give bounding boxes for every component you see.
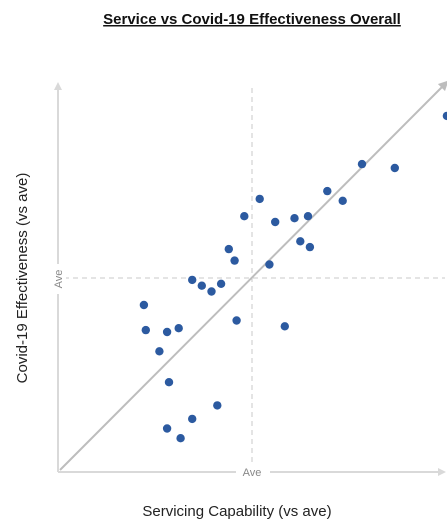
data-point xyxy=(213,401,222,410)
data-point xyxy=(280,322,289,331)
data-point xyxy=(442,111,447,121)
data-point xyxy=(174,324,183,333)
data-point xyxy=(255,194,264,204)
data-point xyxy=(290,214,299,223)
data-point xyxy=(224,244,233,254)
chart-title: Service vs Covid-19 Effectiveness Overal… xyxy=(103,11,401,28)
data-point xyxy=(323,186,332,196)
data-point xyxy=(155,347,164,356)
data-point xyxy=(141,325,150,335)
data-point xyxy=(265,260,274,269)
y-ave-label: Ave xyxy=(53,270,65,289)
data-point xyxy=(216,279,226,288)
data-point xyxy=(207,287,216,296)
trend-line xyxy=(59,80,447,471)
y-axis-title: Covid-19 Effectiveness (vs ave) xyxy=(14,173,31,384)
data-point xyxy=(230,256,239,265)
x-ave-label: Ave xyxy=(243,467,262,479)
data-point xyxy=(240,212,249,221)
data-point xyxy=(139,300,149,310)
data-point xyxy=(296,237,305,246)
x-axis-title: Servicing Capability (vs ave) xyxy=(142,503,331,520)
data-point xyxy=(197,281,206,290)
data-point xyxy=(271,217,280,227)
data-point xyxy=(303,212,313,221)
x-ave-label-bg xyxy=(236,464,270,480)
data-point xyxy=(338,196,347,205)
data-point xyxy=(162,327,172,337)
data-point xyxy=(188,414,197,424)
data-point xyxy=(164,378,174,387)
y-ave-label-bg xyxy=(50,264,66,294)
data-point xyxy=(188,275,197,285)
data-point xyxy=(357,159,367,169)
data-point xyxy=(232,316,241,325)
data-point xyxy=(390,163,399,173)
points-layer xyxy=(139,111,447,443)
data-point xyxy=(162,424,172,433)
data-point xyxy=(305,242,315,252)
data-point xyxy=(176,434,185,443)
